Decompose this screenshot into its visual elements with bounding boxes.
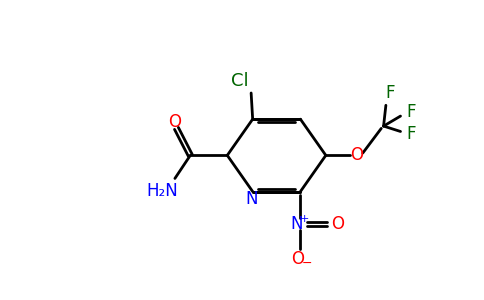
- Text: F: F: [407, 125, 416, 143]
- Text: −: −: [302, 257, 313, 270]
- Text: Cl: Cl: [231, 72, 248, 90]
- Text: O: O: [168, 113, 182, 131]
- Text: +: +: [300, 214, 309, 224]
- Text: H₂N: H₂N: [146, 182, 178, 200]
- Text: N: N: [290, 215, 303, 233]
- Text: F: F: [407, 103, 416, 121]
- Text: O: O: [291, 250, 304, 268]
- Text: N: N: [245, 190, 257, 208]
- Text: O: O: [331, 215, 344, 233]
- Text: O: O: [350, 146, 363, 164]
- Text: F: F: [385, 84, 394, 102]
